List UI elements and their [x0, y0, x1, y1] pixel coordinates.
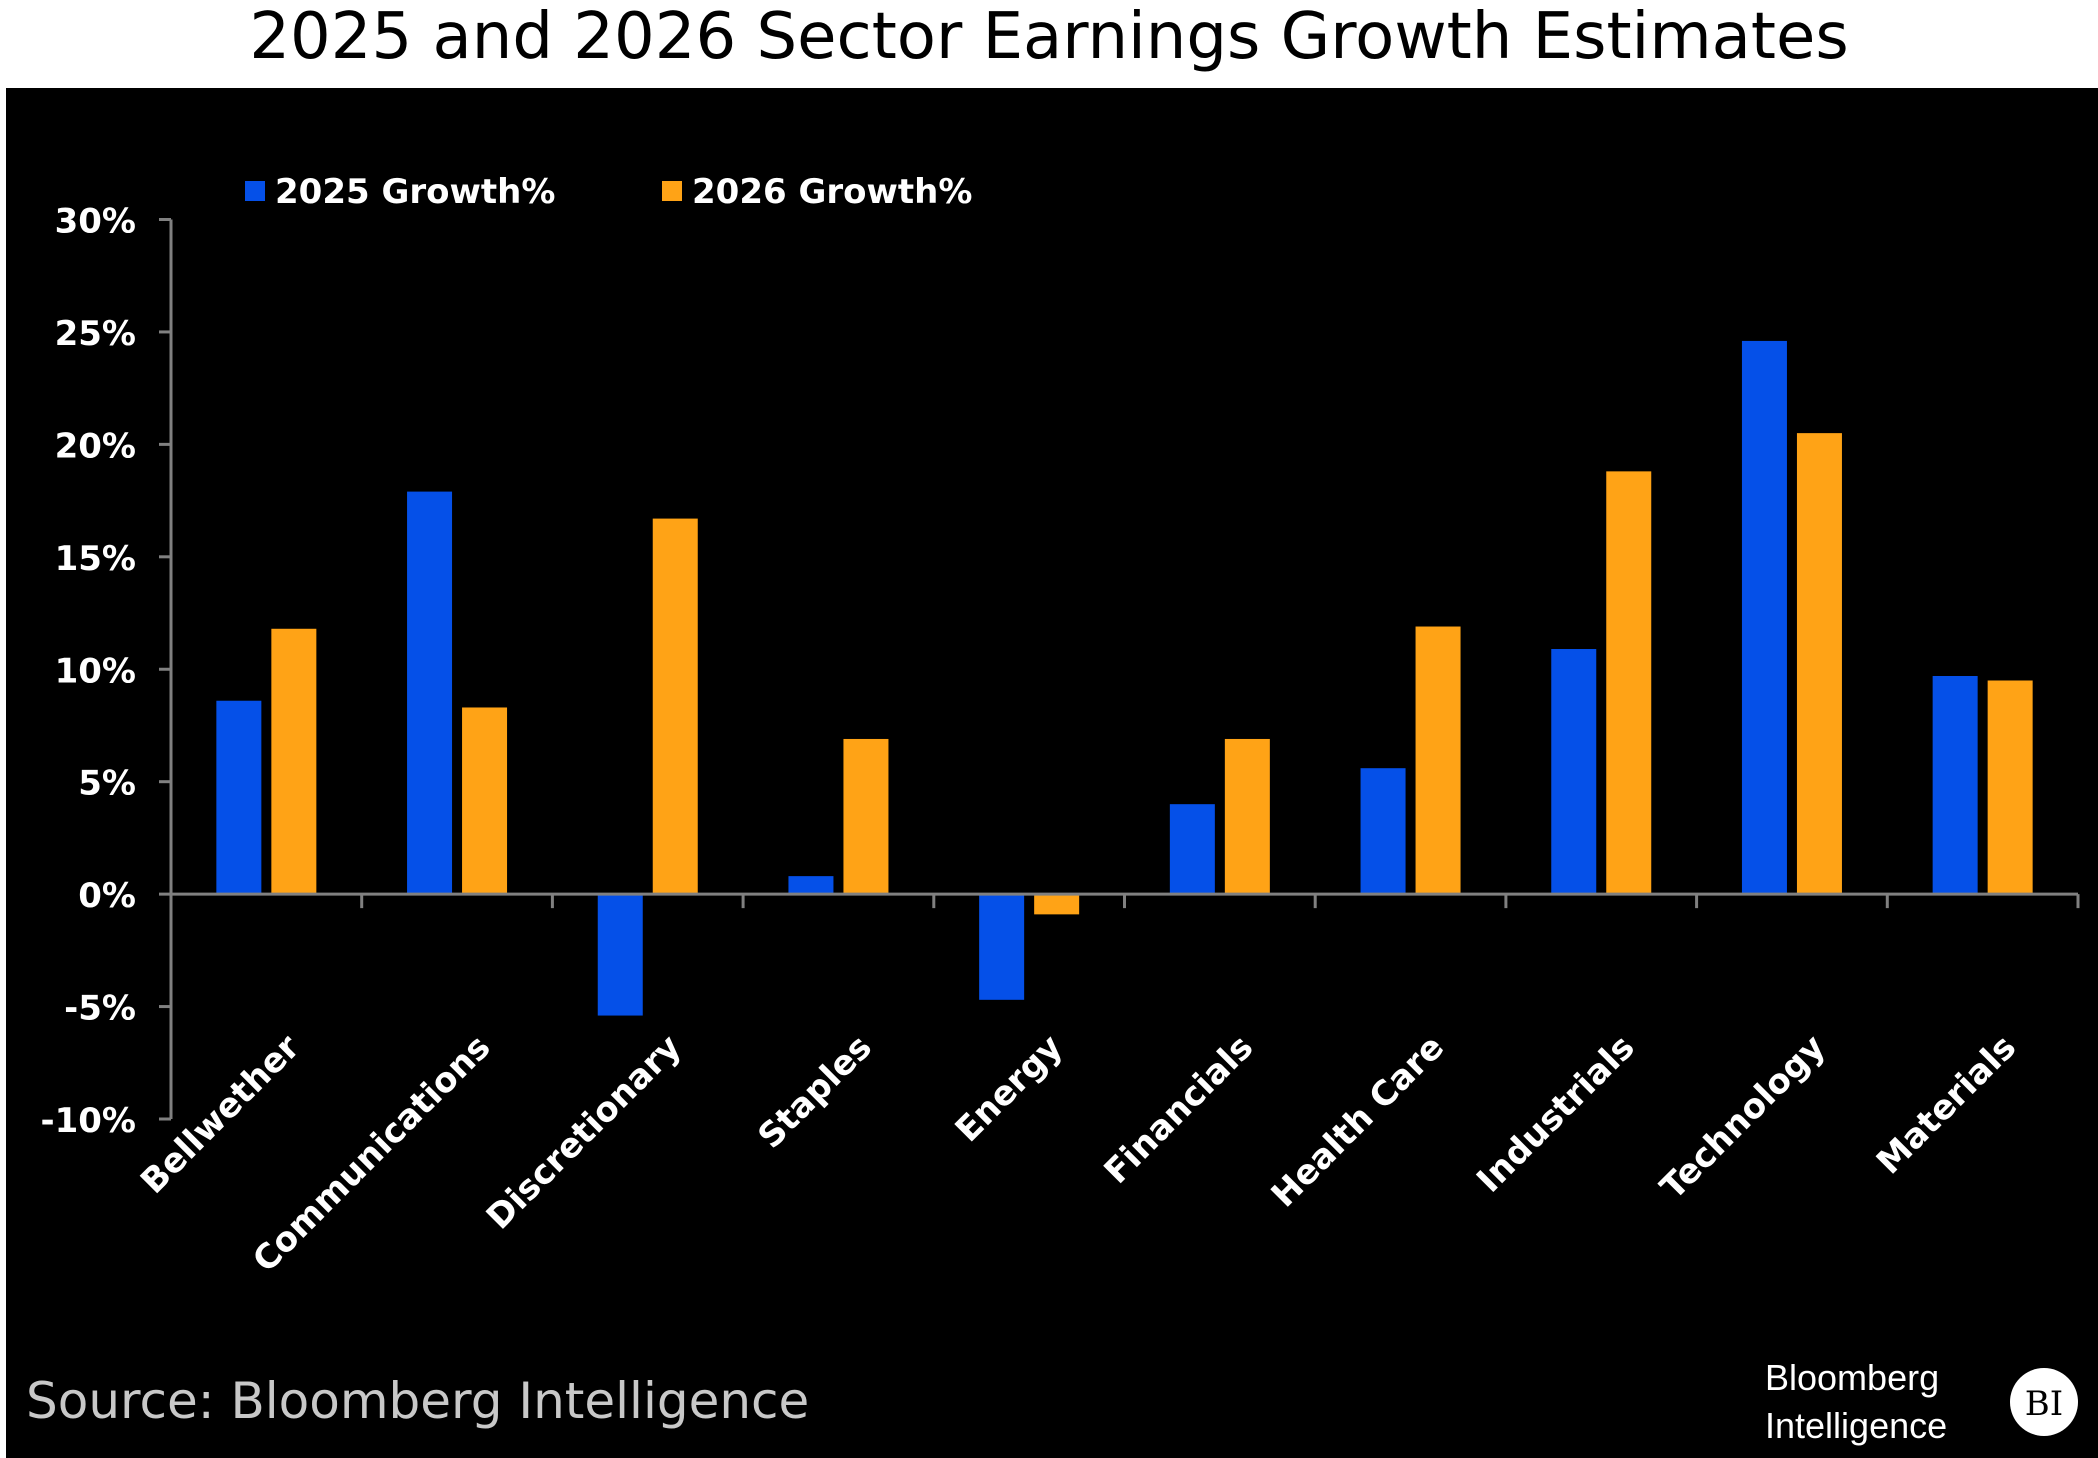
bar-2025-energy — [979, 894, 1025, 1000]
bar-2026-health-care — [1415, 626, 1461, 895]
chart-title: 2025 and 2026 Sector Earnings Growth Est… — [249, 0, 1848, 74]
bar-2026-technology — [1796, 433, 1842, 895]
bar-2025-bellwether — [216, 700, 262, 895]
logo-line-1: Bloomberg — [1765, 1357, 1939, 1398]
bar-2026-communications — [462, 707, 508, 895]
bar-2026-energy — [1034, 894, 1080, 915]
bar-2026-materials — [1987, 680, 2033, 895]
y-tick-label: 30% — [55, 202, 136, 242]
y-tick-label: 15% — [55, 539, 136, 579]
bar-2026-industrials — [1606, 471, 1652, 895]
y-tick-label: -5% — [64, 989, 136, 1029]
bloomberg-intelligence-logo: Bloomberg Intelligence BI — [1765, 1357, 2078, 1446]
bar-2025-health-care — [1360, 768, 1406, 895]
y-tick-label: -10% — [41, 1101, 137, 1141]
bar-2026-financials — [1224, 738, 1270, 895]
bar-2026-bellwether — [271, 628, 317, 895]
bar-2026-discretionary — [652, 518, 698, 895]
bar-2025-communications — [407, 491, 453, 895]
y-axis: 30% 25% 20% 15% 10% 5% 0% -5% -10% — [41, 202, 173, 1141]
legend-swatch-2025 — [245, 181, 265, 201]
legend-label-2025: 2025 Growth% — [275, 172, 555, 212]
bar-2025-financials — [1169, 804, 1215, 895]
bar-2025-industrials — [1551, 649, 1597, 895]
logo-badge-text: BI — [2025, 1384, 2063, 1424]
y-tick-label: 10% — [55, 651, 136, 691]
bar-2026-staples — [843, 738, 889, 895]
y-tick-label: 0% — [78, 876, 136, 916]
logo-badge — [2010, 1368, 2078, 1436]
legend: 2025 Growth% 2026 Growth% — [245, 172, 972, 212]
bars — [216, 340, 2033, 1016]
logo-line-2: Intelligence — [1765, 1405, 1947, 1446]
bar-2025-materials — [1932, 675, 1978, 895]
legend-swatch-2026 — [662, 181, 682, 201]
bar-2025-discretionary — [597, 894, 643, 1016]
y-tick-label: 25% — [55, 314, 136, 354]
y-tick-label: 5% — [78, 764, 136, 804]
y-tick-label: 20% — [55, 426, 136, 466]
bar-2025-technology — [1741, 340, 1787, 895]
bar-2025-staples — [788, 876, 834, 895]
legend-label-2026: 2026 Growth% — [692, 172, 972, 212]
source-note: Source: Bloomberg Intelligence — [26, 1372, 809, 1430]
